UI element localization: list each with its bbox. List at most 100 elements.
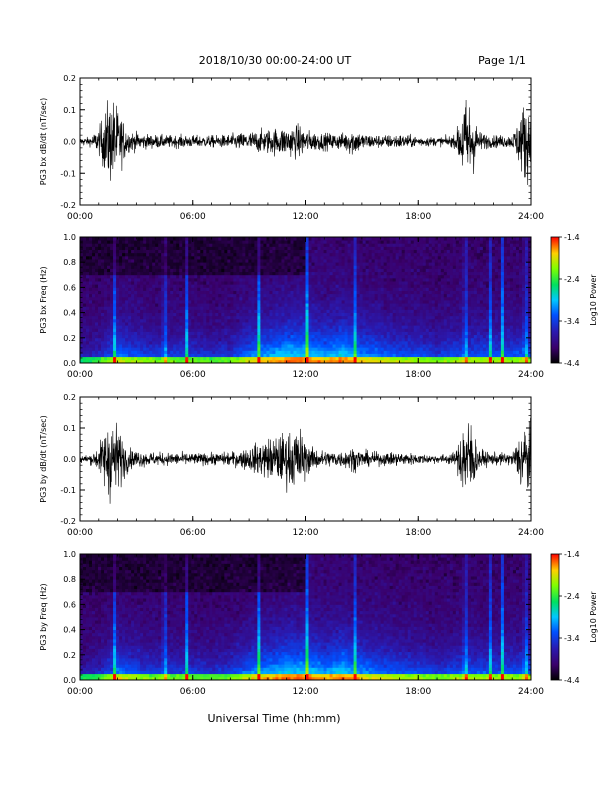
- heatmap-cell: [239, 347, 243, 351]
- heatmap-cell: [191, 265, 195, 269]
- heatmap-cell: [209, 315, 213, 320]
- heatmap-cell: [86, 262, 90, 266]
- heatmap-cell: [293, 246, 297, 250]
- heatmap-cell: [179, 281, 183, 285]
- heatmap-cell: [407, 271, 412, 276]
- heatmap-cell: [224, 249, 228, 254]
- heatmap-cell: [143, 274, 147, 279]
- heatmap-cell: [413, 309, 418, 313]
- heatmap-cell: [152, 237, 156, 241]
- heatmap-cell: [230, 306, 234, 310]
- heatmap-cell: [314, 296, 318, 301]
- heatmap-cell: [395, 337, 400, 342]
- heatmap-cell: [113, 312, 117, 317]
- heatmap-cell: [419, 268, 424, 273]
- heatmap-cell: [185, 312, 189, 317]
- heatmap-cell: [203, 350, 207, 354]
- heatmap-cell: [206, 265, 210, 269]
- heatmap-cell: [275, 240, 279, 244]
- heatmap-cell: [200, 243, 204, 247]
- heatmap-cell: [248, 340, 252, 345]
- heatmap-cell: [170, 344, 174, 348]
- heatmap-cell: [320, 344, 324, 348]
- heatmap-cell: [434, 237, 439, 241]
- heatmap-cell: [86, 259, 90, 263]
- heatmap-cell: [89, 293, 93, 298]
- heatmap-cell: [254, 359, 258, 364]
- heatmap-cell: [203, 243, 207, 247]
- heatmap-cell: [290, 284, 294, 288]
- heatmap-cell: [302, 287, 306, 291]
- heatmap-cell: [422, 287, 427, 291]
- heatmap-cell: [233, 252, 237, 257]
- heatmap-cell: [275, 271, 279, 276]
- heatmap-cell: [416, 312, 421, 317]
- heatmap-cell: [419, 284, 424, 288]
- heatmap-cell: [308, 271, 312, 276]
- heatmap-cell: [149, 309, 153, 313]
- heatmap-cell: [221, 337, 225, 342]
- heatmap-cell: [344, 356, 348, 361]
- heatmap-cell: [233, 296, 237, 301]
- heatmap-cell: [119, 300, 123, 304]
- heatmap-cell: [362, 350, 367, 354]
- heatmap-cell: [236, 340, 240, 345]
- heatmap-cell: [125, 344, 129, 348]
- heatmap-cell: [182, 337, 186, 342]
- heatmap-cell: [284, 296, 288, 301]
- heatmap-cell: [425, 303, 430, 307]
- heatmap-cell: [257, 347, 261, 351]
- heatmap-cell: [428, 281, 433, 285]
- heatmap-cell: [200, 318, 204, 323]
- heatmap-cell: [170, 259, 174, 263]
- heatmap-cell: [296, 268, 300, 273]
- heatmap-cell: [422, 303, 427, 307]
- heatmap-cell: [128, 271, 132, 276]
- heatmap-cell: [125, 281, 129, 285]
- heatmap-cell: [425, 290, 430, 295]
- heatmap-cell: [398, 300, 403, 304]
- heatmap-cell: [131, 274, 135, 279]
- heatmap-cell: [86, 334, 90, 339]
- heatmap-cell: [98, 255, 102, 260]
- heatmap-cell: [308, 353, 312, 358]
- heatmap-cell: [290, 281, 294, 285]
- heatmap-cell: [305, 281, 309, 285]
- heatmap-cell: [335, 271, 339, 276]
- heatmap-cell: [395, 306, 400, 310]
- heatmap-cell: [434, 246, 439, 250]
- heatmap-cell: [239, 350, 243, 354]
- heatmap-cell: [260, 344, 264, 348]
- heatmap-cell: [203, 296, 207, 301]
- heatmap-cell: [374, 300, 379, 304]
- heatmap-cell: [197, 259, 201, 263]
- heatmap-cell: [398, 293, 403, 298]
- heatmap-cell: [167, 347, 171, 351]
- heatmap-cell: [347, 268, 351, 273]
- heatmap-cell: [203, 347, 207, 351]
- heatmap-cell: [296, 347, 300, 351]
- heatmap-cell: [164, 350, 168, 354]
- heatmap-cell: [326, 309, 330, 313]
- heatmap-cell: [221, 265, 225, 269]
- heatmap-cell: [101, 318, 105, 323]
- heatmap-cell: [281, 243, 285, 247]
- heatmap-cell: [197, 344, 201, 348]
- heatmap-cell: [359, 240, 364, 244]
- heatmap-cell: [359, 281, 364, 285]
- heatmap-cell: [125, 237, 129, 241]
- heatmap-cell: [206, 259, 210, 263]
- heatmap-cell: [329, 243, 333, 247]
- heatmap-cell: [317, 262, 321, 266]
- heatmap-cell: [383, 246, 388, 250]
- heatmap-cell: [128, 331, 132, 336]
- heatmap-cell: [242, 262, 246, 266]
- heatmap-cell: [104, 300, 108, 304]
- heatmap-cell: [326, 281, 330, 285]
- heatmap-cell: [137, 274, 141, 279]
- heatmap-cell: [359, 353, 364, 358]
- heatmap-cell: [155, 353, 159, 358]
- heatmap-cell: [134, 237, 138, 241]
- heatmap-cell: [113, 337, 117, 342]
- heatmap-cell: [440, 325, 445, 329]
